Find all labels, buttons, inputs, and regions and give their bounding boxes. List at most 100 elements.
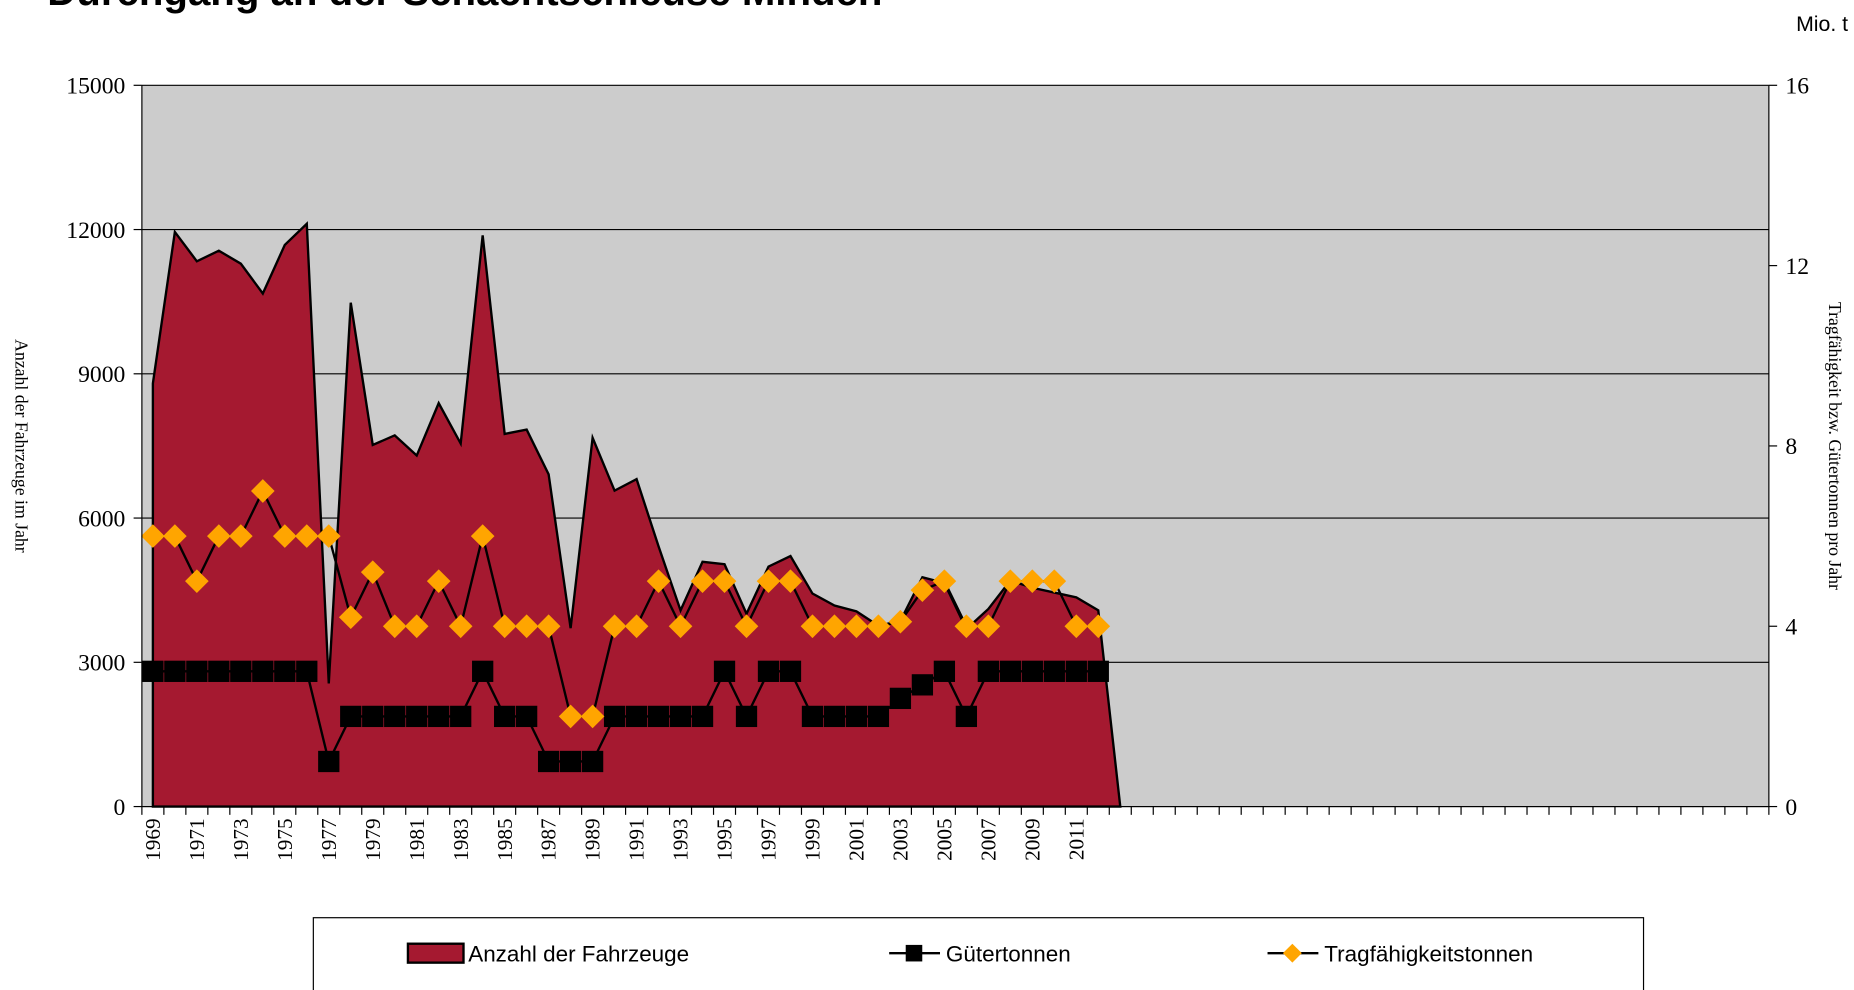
legend-marker [1282,943,1302,963]
marker [691,705,714,728]
marker [208,660,230,682]
x-tick-label: 1969 [141,818,165,861]
marker [404,614,429,639]
y2-tick-label: 16 [1785,74,1809,100]
y2-tick-label: 4 [1785,615,1797,641]
x-tick-label: 1991 [625,818,649,861]
marker [933,660,956,682]
marker [1086,614,1111,639]
marker [801,705,824,728]
y2-axis-title: Tragfähigkeit bzw. Gütertonnen pro Jahr [1825,302,1845,590]
marker [559,750,582,773]
x-tick-label: 1977 [317,818,341,861]
marker [384,705,406,728]
marker [646,569,671,593]
x-tick-label: 1995 [713,818,737,861]
marker [316,524,341,548]
marker [1021,660,1043,682]
marker [844,614,869,639]
legend-swatch [406,942,465,964]
marker [668,614,693,639]
marker [274,660,296,682]
x-tick-label: 1989 [581,818,605,861]
x-tick-label: 1983 [449,818,473,861]
marker [911,674,934,696]
legend-label: Gütertonnen [946,941,1071,966]
marker [230,660,252,682]
x-tick-label: 2009 [1020,818,1044,861]
marker [800,614,825,639]
y-tick-label: 15000 [66,74,125,100]
marker [406,705,428,728]
marker [1064,614,1089,639]
marker [360,560,385,584]
x-tick-label: 1997 [757,818,781,861]
marker [516,705,538,728]
y2-unit: Mio. t [1796,12,1848,36]
marker [141,524,165,548]
marker [272,524,297,548]
x-tick-label: 2001 [845,818,869,861]
marker [1043,660,1065,682]
marker [955,705,978,728]
x-tick-label: 2007 [976,818,1000,861]
legend-box [312,917,1645,990]
marker [362,705,384,728]
y-tick-label: 0 [114,795,126,821]
marker [472,660,494,682]
y-tick-label: 9000 [78,362,125,388]
marker [163,524,187,548]
marker [888,609,913,634]
x-tick-label: 1985 [493,818,517,861]
marker [889,687,912,710]
y-axis-title: Anzahl der Fahrzeuge im Jahr [11,339,31,553]
y-tick-label: 12000 [66,218,125,244]
marker [624,614,649,639]
plot-area [141,84,1769,808]
marker [558,704,583,729]
y2-tick-label: 0 [1785,795,1797,821]
marker [340,705,362,728]
x-tick-label: 1975 [273,818,297,861]
marker [296,660,318,682]
marker [1042,569,1067,593]
marker [690,569,715,593]
y-tick-label: 6000 [78,506,125,532]
y2-tick-label: 12 [1785,254,1809,280]
marker [713,660,736,682]
legend-label: Anzahl der Fahrzeuge [468,941,689,966]
marker [932,569,957,593]
marker [186,660,208,682]
x-tick-label: 1979 [361,818,385,861]
marker [735,705,758,728]
marker [822,614,847,639]
marker [536,614,561,639]
marker [492,614,517,639]
marker [977,660,999,682]
marker [602,614,627,639]
marker [778,569,803,593]
marker [537,750,560,773]
marker [470,524,495,548]
marker [625,705,648,728]
marker [734,614,759,639]
marker [757,660,780,682]
chart-title: Durchgang an der Schachtschleuse Minden [47,0,882,14]
marker [318,750,340,773]
marker [954,614,979,639]
marker [712,569,737,593]
marker [580,704,605,729]
marker [1065,660,1087,682]
x-tick-label: 1981 [405,818,429,861]
x-tick-label: 2003 [889,818,913,861]
marker [998,569,1023,593]
x-tick-label: 1993 [669,818,693,861]
marker [647,705,670,728]
x-tick-label: 2005 [932,818,956,861]
marker [845,705,868,728]
marker [207,524,231,548]
marker [867,705,890,728]
marker [779,660,802,682]
marker [514,614,539,639]
